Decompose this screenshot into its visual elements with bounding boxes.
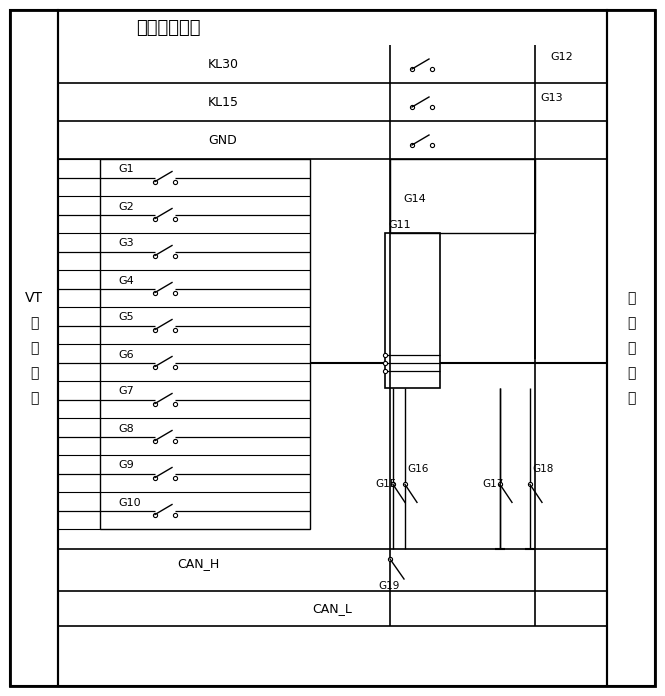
Text: G2: G2 xyxy=(118,202,134,212)
Text: G3: G3 xyxy=(118,239,134,248)
Text: CAN_L: CAN_L xyxy=(313,602,352,615)
Text: GND: GND xyxy=(209,134,237,146)
Text: G8: G8 xyxy=(118,423,134,434)
Text: G16: G16 xyxy=(407,464,428,475)
Text: CAN_H: CAN_H xyxy=(177,557,219,571)
Text: 车
身
控
制
器: 车 身 控 制 器 xyxy=(627,291,635,405)
Text: G19: G19 xyxy=(378,581,400,591)
Bar xyxy=(385,233,440,388)
Text: G5: G5 xyxy=(118,313,134,322)
Text: G18: G18 xyxy=(532,464,553,475)
Bar xyxy=(58,10,607,686)
Bar xyxy=(10,10,58,686)
Text: G14: G14 xyxy=(404,194,426,204)
Text: G9: G9 xyxy=(118,461,134,470)
Text: KL15: KL15 xyxy=(207,95,239,109)
Text: G1: G1 xyxy=(118,164,134,175)
Text: G7: G7 xyxy=(118,386,134,397)
Text: VT
测
试
板
卡: VT 测 试 板 卡 xyxy=(25,291,43,405)
Text: G4: G4 xyxy=(118,276,134,285)
Text: G11: G11 xyxy=(388,220,410,230)
Text: G17: G17 xyxy=(482,480,503,489)
Text: G6: G6 xyxy=(118,349,134,360)
Bar xyxy=(100,159,310,529)
Text: G10: G10 xyxy=(118,498,140,507)
Text: G13: G13 xyxy=(540,93,563,103)
Text: G12: G12 xyxy=(550,52,573,62)
Bar xyxy=(607,10,655,686)
Text: KL30: KL30 xyxy=(207,58,239,70)
Text: G15: G15 xyxy=(375,480,396,489)
Text: 故障注入矩阵: 故障注入矩阵 xyxy=(136,19,200,36)
Bar xyxy=(390,159,535,233)
